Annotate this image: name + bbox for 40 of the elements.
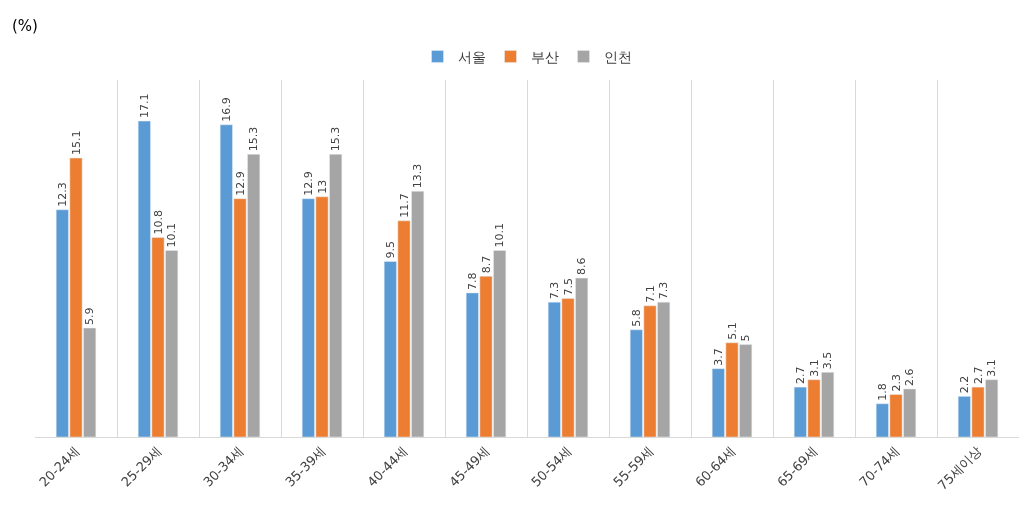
- data-label: 7.5: [561, 277, 575, 296]
- data-label: 3.1: [985, 359, 999, 377]
- data-label: 11.7: [397, 193, 411, 218]
- data-label: 2.6: [903, 368, 917, 386]
- data-label: 7.3: [657, 281, 671, 300]
- data-label: 12.3: [55, 182, 69, 207]
- data-label: 10.1: [165, 222, 179, 248]
- data-label: 13: [315, 179, 329, 194]
- data-label: 5.8: [629, 309, 643, 327]
- data-label: 1.8: [875, 383, 889, 401]
- data-label: 2.2: [957, 375, 971, 394]
- data-label: 7.3: [547, 281, 561, 300]
- data-label: 13.3: [411, 163, 425, 189]
- data-label: 17.1: [137, 93, 151, 119]
- data-label: 15.1: [69, 130, 83, 156]
- data-label: 8.7: [479, 255, 493, 274]
- data-label: 5.9: [83, 307, 97, 325]
- text: (%): [12, 17, 38, 35]
- data-label: 5.1: [725, 322, 739, 340]
- data-label: 15.3: [247, 126, 261, 152]
- data-label: 8.6: [575, 257, 589, 276]
- data-label: 9.5: [383, 240, 397, 259]
- legend-label: 부산: [530, 48, 559, 65]
- data-label: 3.7: [711, 348, 725, 366]
- data-label: 3.1: [807, 359, 821, 377]
- data-label: 15.3: [329, 126, 343, 152]
- data-label: 12.9: [233, 171, 247, 196]
- data-label: 2.3: [889, 374, 903, 392]
- data-label: 16.9: [219, 97, 233, 122]
- legend-label: 인천: [603, 48, 632, 65]
- legend-label: 서울: [457, 48, 486, 65]
- data-label: 10.1: [493, 222, 507, 248]
- data-label: 2.7: [971, 366, 985, 385]
- data-label: 10.8: [151, 209, 165, 235]
- data-label: 2.7: [793, 366, 807, 385]
- data-label: 7.1: [643, 285, 657, 303]
- data-label: 12.9: [301, 171, 315, 196]
- data-label: 3.5: [821, 351, 835, 370]
- data-label: 5: [739, 334, 753, 342]
- data-label: 7.8: [465, 272, 479, 290]
